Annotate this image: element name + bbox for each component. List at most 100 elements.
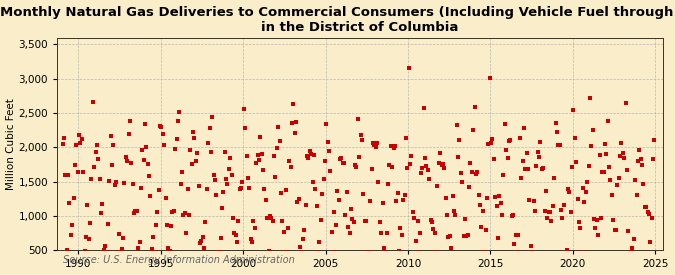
- Point: [270, 175, 281, 179]
- Point: [215, 236, 226, 240]
- Point: [546, 219, 557, 223]
- Point: [194, 241, 205, 245]
- Point: [342, 189, 352, 194]
- Point: [211, 192, 222, 197]
- Point: [207, 114, 218, 119]
- Point: [444, 234, 455, 238]
- Point: [288, 101, 299, 106]
- Point: [443, 235, 454, 239]
- Point: [190, 159, 201, 164]
- Point: [79, 249, 90, 253]
- Point: [92, 142, 103, 147]
- Point: [281, 188, 292, 193]
- Point: [469, 105, 480, 109]
- Point: [579, 200, 590, 204]
- Point: [580, 190, 591, 194]
- Point: [99, 248, 109, 253]
- Point: [566, 165, 577, 169]
- Point: [586, 143, 597, 148]
- Point: [358, 191, 369, 196]
- Point: [458, 234, 469, 238]
- Point: [329, 210, 340, 214]
- Point: [271, 145, 282, 150]
- Point: [637, 163, 647, 167]
- Point: [307, 180, 318, 185]
- Point: [299, 228, 310, 233]
- Point: [86, 177, 97, 182]
- Point: [355, 133, 366, 138]
- Point: [627, 245, 638, 250]
- Point: [274, 139, 285, 143]
- Point: [368, 141, 379, 145]
- Point: [470, 172, 481, 176]
- Point: [502, 156, 513, 161]
- Point: [363, 250, 374, 254]
- Point: [202, 141, 213, 146]
- Point: [246, 240, 257, 245]
- Point: [377, 200, 388, 205]
- Point: [80, 235, 91, 240]
- Point: [93, 156, 104, 161]
- Point: [198, 246, 209, 250]
- Point: [115, 250, 126, 254]
- Point: [628, 237, 639, 241]
- Point: [112, 250, 123, 254]
- Point: [538, 166, 549, 170]
- Point: [428, 227, 439, 231]
- Point: [144, 174, 155, 178]
- Point: [537, 167, 547, 171]
- Point: [491, 204, 502, 208]
- Point: [541, 189, 551, 194]
- Point: [466, 170, 477, 174]
- Point: [255, 135, 266, 139]
- Point: [535, 139, 546, 144]
- Point: [506, 213, 517, 218]
- Point: [76, 136, 87, 141]
- Point: [196, 239, 207, 243]
- Point: [242, 176, 253, 180]
- Point: [639, 205, 650, 210]
- Point: [379, 246, 389, 250]
- Point: [630, 178, 641, 182]
- Point: [65, 233, 76, 237]
- Point: [107, 163, 117, 167]
- Point: [61, 248, 72, 252]
- Point: [360, 219, 371, 223]
- Point: [565, 210, 576, 214]
- Point: [258, 167, 269, 172]
- Point: [302, 154, 313, 158]
- Point: [323, 148, 334, 153]
- Point: [130, 209, 141, 213]
- Point: [631, 193, 642, 197]
- Point: [578, 186, 589, 191]
- Point: [167, 210, 178, 214]
- Point: [634, 148, 645, 153]
- Point: [524, 198, 535, 202]
- Point: [618, 151, 628, 155]
- Point: [234, 187, 245, 191]
- Point: [222, 182, 233, 186]
- Point: [313, 250, 323, 254]
- Point: [138, 158, 149, 162]
- Point: [500, 122, 510, 127]
- Point: [522, 167, 533, 171]
- Point: [413, 219, 424, 224]
- Point: [230, 232, 241, 237]
- Point: [460, 217, 470, 221]
- Point: [593, 232, 603, 237]
- Point: [116, 247, 127, 251]
- Y-axis label: Million Cubic Feet: Million Cubic Feet: [5, 98, 16, 190]
- Point: [346, 207, 356, 211]
- Point: [262, 216, 273, 220]
- Point: [169, 209, 180, 213]
- Point: [424, 177, 435, 182]
- Point: [417, 165, 428, 170]
- Point: [369, 143, 380, 147]
- Point: [101, 250, 112, 254]
- Point: [294, 196, 304, 201]
- Point: [117, 236, 128, 240]
- Point: [193, 183, 204, 188]
- Point: [513, 233, 524, 237]
- Point: [75, 140, 86, 145]
- Point: [542, 216, 553, 220]
